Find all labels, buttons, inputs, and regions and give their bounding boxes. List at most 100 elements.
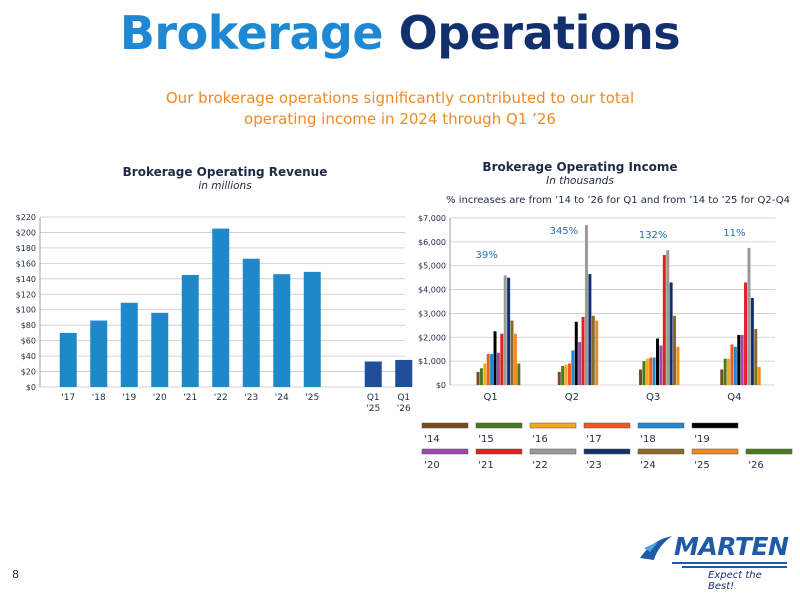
income-bar bbox=[581, 317, 585, 385]
revenue-ytick-label: $120 bbox=[16, 290, 36, 299]
revenue-ytick-label: $0 bbox=[26, 383, 36, 392]
income-chart-subtitle: In thousands bbox=[546, 175, 614, 187]
page-number: 8 bbox=[12, 568, 19, 581]
income-bar bbox=[723, 358, 727, 385]
revenue-bar bbox=[151, 312, 169, 387]
income-bar bbox=[591, 315, 595, 385]
legend-label: '16 bbox=[532, 434, 547, 445]
income-chart-note: % increases are from ’14 to ’26 for Q1 a… bbox=[446, 195, 790, 206]
income-bar bbox=[571, 350, 575, 385]
legend-swatch bbox=[691, 422, 739, 429]
legend-swatch bbox=[583, 448, 631, 455]
income-bar bbox=[744, 282, 748, 385]
revenue-xtick-label: '17 bbox=[61, 393, 75, 403]
income-bar bbox=[727, 358, 731, 385]
legend-label: '17 bbox=[586, 434, 601, 445]
income-xtick-label: Q4 bbox=[727, 392, 741, 403]
revenue-xtick-label: Q1 bbox=[397, 393, 410, 403]
income-bar bbox=[517, 363, 521, 385]
legend-swatch bbox=[475, 448, 523, 455]
legend-label: '20 bbox=[424, 460, 439, 471]
revenue-bar bbox=[59, 332, 77, 387]
revenue-bar bbox=[395, 359, 413, 387]
revenue-xtick-label: '25 bbox=[305, 393, 319, 403]
revenue-xtick-label: '22 bbox=[214, 393, 228, 403]
income-bar bbox=[483, 363, 487, 385]
revenue-xtick-label: '18 bbox=[92, 393, 106, 403]
revenue-ytick-label: $200 bbox=[16, 228, 36, 237]
legend-swatch bbox=[745, 448, 793, 455]
income-bar bbox=[490, 353, 494, 385]
income-bar bbox=[676, 346, 680, 385]
legend-swatch bbox=[475, 422, 523, 429]
income-bar bbox=[733, 346, 737, 385]
revenue-ytick-label: $20 bbox=[21, 368, 36, 377]
legend-label: '18 bbox=[640, 434, 655, 445]
income-bar bbox=[595, 320, 599, 385]
income-bar bbox=[659, 345, 663, 385]
legend-label: '23 bbox=[586, 460, 601, 471]
revenue-ytick-label: $180 bbox=[16, 244, 36, 253]
subtitle-line-2: operating income in 2024 through Q1 ’26 bbox=[244, 110, 556, 128]
income-bar bbox=[493, 331, 497, 385]
legend-label: '15 bbox=[478, 434, 493, 445]
logo-wordmark: MARTEN bbox=[674, 532, 789, 561]
income-bar bbox=[737, 334, 741, 385]
income-ytick-label: $6,000 bbox=[418, 238, 446, 247]
income-bar bbox=[574, 321, 578, 385]
income-annotation: 39% bbox=[476, 250, 498, 261]
revenue-chart-title: Brokerage Operating Revenue bbox=[122, 165, 328, 179]
legend-swatch bbox=[583, 422, 631, 429]
revenue-bar bbox=[364, 361, 382, 387]
revenue-bar bbox=[90, 320, 108, 387]
income-bar bbox=[503, 275, 507, 385]
revenue-xtick-label: '23 bbox=[244, 393, 258, 403]
income-bar bbox=[666, 250, 670, 385]
income-xtick-label: Q3 bbox=[646, 392, 660, 403]
income-bar bbox=[673, 315, 677, 385]
revenue-xtick-label: '24 bbox=[275, 393, 289, 403]
marten-logo: MARTEN Expect the Best! bbox=[636, 530, 789, 592]
income-ytick-label: $1,000 bbox=[418, 357, 446, 366]
income-xtick-label: Q1 bbox=[484, 392, 498, 403]
income-chart-title: Brokerage Operating Income bbox=[482, 160, 678, 174]
revenue-xtick-label: '21 bbox=[183, 393, 197, 403]
title-part-operations: Operations bbox=[398, 6, 681, 60]
income-bar bbox=[510, 320, 514, 385]
legend-label: '25 bbox=[694, 460, 709, 471]
revenue-bar bbox=[242, 258, 260, 387]
logo-speed-lines bbox=[672, 562, 787, 568]
income-bar bbox=[513, 333, 517, 385]
income-bar bbox=[486, 353, 490, 385]
income-bar bbox=[639, 369, 643, 385]
subtitle-line-1: Our brokerage operations significantly c… bbox=[165, 89, 635, 107]
revenue-ytick-label: $140 bbox=[16, 275, 36, 284]
revenue-chart-subtitle: in millions bbox=[198, 180, 252, 192]
revenue-xtick-label: '25 bbox=[366, 404, 380, 414]
income-bar bbox=[561, 365, 565, 385]
revenue-xtick-label: '26 bbox=[397, 404, 411, 414]
revenue-xtick-label: '20 bbox=[153, 393, 167, 403]
income-bar bbox=[642, 361, 646, 385]
income-bar bbox=[567, 363, 571, 385]
revenue-bar bbox=[212, 228, 230, 387]
income-bar bbox=[740, 334, 744, 385]
income-bar bbox=[720, 369, 724, 385]
revenue-ytick-label: $80 bbox=[21, 321, 36, 330]
legend-label: '19 bbox=[694, 434, 709, 445]
income-bar bbox=[750, 297, 754, 385]
income-annotation: 132% bbox=[639, 230, 668, 241]
income-ytick-label: $3,000 bbox=[418, 309, 446, 318]
legend-swatch bbox=[637, 422, 685, 429]
income-bar bbox=[747, 247, 751, 385]
income-bar bbox=[479, 368, 483, 385]
income-bar bbox=[645, 358, 649, 385]
income-xtick-label: Q2 bbox=[565, 392, 579, 403]
income-ytick-label: $2,000 bbox=[418, 333, 446, 342]
legend-swatch bbox=[691, 448, 739, 455]
income-bar bbox=[578, 342, 582, 385]
revenue-bar bbox=[273, 274, 291, 387]
legend-label: '26 bbox=[748, 460, 763, 471]
income-bar bbox=[649, 357, 653, 385]
legend-label: '22 bbox=[532, 460, 547, 471]
